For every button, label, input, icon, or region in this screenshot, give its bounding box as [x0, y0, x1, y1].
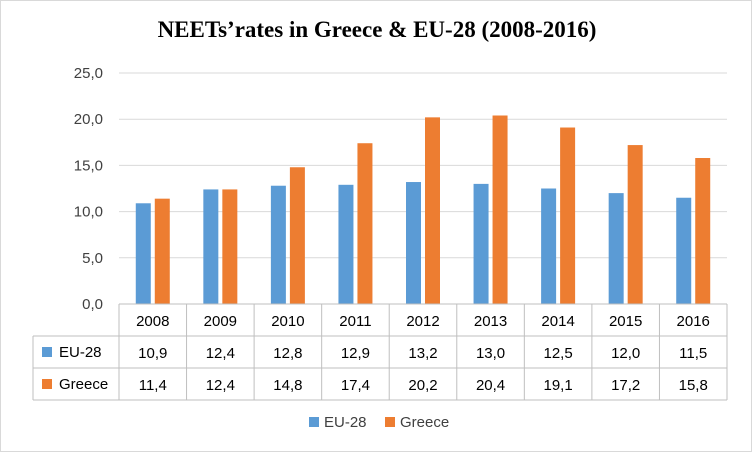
data-label: 17,4 — [341, 377, 370, 394]
bar-greece — [289, 167, 305, 304]
y-tick-label: 5,0 — [82, 250, 103, 267]
x-tick-label: 2015 — [609, 313, 642, 330]
bar-eu-28 — [541, 188, 557, 304]
data-label: 13,2 — [408, 345, 437, 362]
legend-label: EU-28 — [324, 414, 367, 431]
y-tick-label: 20,0 — [74, 111, 103, 128]
data-label: 11,5 — [679, 345, 707, 362]
y-tick-label: 10,0 — [74, 204, 103, 221]
legend-label: Greece — [400, 414, 449, 431]
x-tick-label: 2008 — [136, 313, 169, 330]
x-tick-label: 2009 — [204, 313, 237, 330]
data-label: 15,8 — [679, 377, 708, 394]
y-tick-label: 25,0 — [74, 65, 103, 82]
bar-greece — [560, 127, 576, 305]
table-series-name: EU-28 — [59, 344, 102, 361]
data-label: 12,0 — [611, 345, 640, 362]
bar-greece — [695, 158, 711, 304]
x-tick-label: 2010 — [271, 313, 304, 330]
x-tick-label: 2016 — [677, 313, 710, 330]
x-tick-label: 2013 — [474, 313, 507, 330]
bar-greece — [222, 189, 238, 304]
data-label: 14,8 — [273, 377, 302, 394]
bar-eu-28 — [473, 183, 489, 304]
x-tick-label: 2014 — [541, 313, 574, 330]
y-tick-label: 0,0 — [82, 296, 103, 313]
data-label: 12,4 — [206, 377, 235, 394]
chart-title: NEETs’rates in Greece & EU-28 (2008-2016… — [157, 17, 597, 42]
table-series-key — [42, 347, 52, 357]
bar-greece — [492, 115, 508, 304]
data-label: 19,1 — [544, 377, 573, 394]
legend-swatch — [385, 417, 395, 427]
bar-greece — [425, 117, 440, 305]
bar-eu-28 — [406, 182, 421, 304]
data-label: 17,2 — [611, 377, 640, 394]
legend-swatch — [309, 417, 319, 427]
bar-eu-28 — [338, 184, 354, 304]
data-label: 12,9 — [341, 345, 370, 362]
data-label: 10,9 — [138, 345, 167, 362]
table-series-key — [42, 379, 52, 389]
bar-eu-28 — [203, 189, 219, 304]
data-label: 12,8 — [273, 345, 302, 362]
x-tick-label: 2012 — [406, 313, 439, 330]
data-label: 12,4 — [206, 345, 235, 362]
data-label: 11,4 — [139, 377, 167, 394]
y-tick-label: 15,0 — [74, 157, 103, 174]
data-label: 20,2 — [408, 377, 437, 394]
data-label: 13,0 — [476, 345, 505, 362]
data-label: 12,5 — [544, 345, 573, 362]
table-series-name: Greece — [59, 376, 108, 393]
bar-eu-28 — [135, 203, 151, 304]
bar-greece — [627, 145, 643, 304]
bar-eu-28 — [676, 197, 692, 304]
bar-eu-28 — [608, 193, 624, 304]
bar-greece — [357, 143, 373, 304]
bar-eu-28 — [270, 185, 286, 304]
data-label: 20,4 — [476, 377, 505, 394]
x-tick-label: 2011 — [339, 313, 371, 330]
bar-greece — [154, 198, 170, 304]
